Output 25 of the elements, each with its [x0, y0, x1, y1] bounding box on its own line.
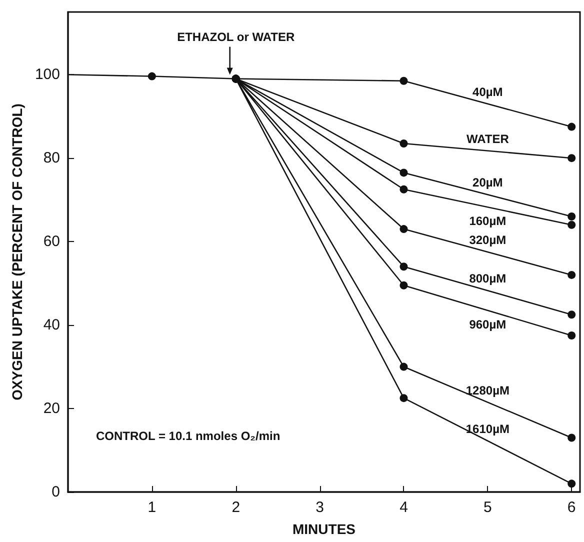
series-label: 960µM	[469, 317, 506, 332]
series-label: 1280µM	[466, 383, 510, 398]
series-label: 40µM	[472, 84, 503, 99]
y-tick-label: 100	[34, 66, 60, 84]
series-label: 20µM	[472, 176, 503, 190]
annotation: ETHAZOL or WATER	[177, 30, 295, 44]
x-tick-label: 5	[484, 499, 492, 516]
x-tick-label: 1	[148, 499, 156, 516]
x-tick-label: 3	[316, 499, 324, 516]
series-label: 160µM	[469, 214, 506, 228]
annotation: CONTROL = 10.1 nmoles O₂/min	[96, 429, 280, 443]
y-axis-title: OXYGEN UPTAKE (PERCENT OF CONTROL)	[9, 104, 26, 400]
y-tick-label: 20	[43, 400, 60, 418]
y-tick-label: 80	[43, 150, 60, 167]
y-tick-label: 40	[43, 316, 60, 334]
series-label: WATER	[466, 132, 510, 146]
y-tick-label: 60	[43, 233, 60, 250]
series-label: 800µM	[469, 272, 506, 286]
x-tick-label: 6	[567, 499, 576, 516]
series-label: 1610µM	[466, 422, 510, 436]
series-label: 320µM	[469, 233, 506, 247]
x-axis-title: MINUTES	[292, 521, 356, 537]
x-tick-label: 4	[400, 499, 408, 516]
x-tick-label: 2	[232, 499, 240, 516]
y-tick-label: 0	[52, 484, 60, 500]
